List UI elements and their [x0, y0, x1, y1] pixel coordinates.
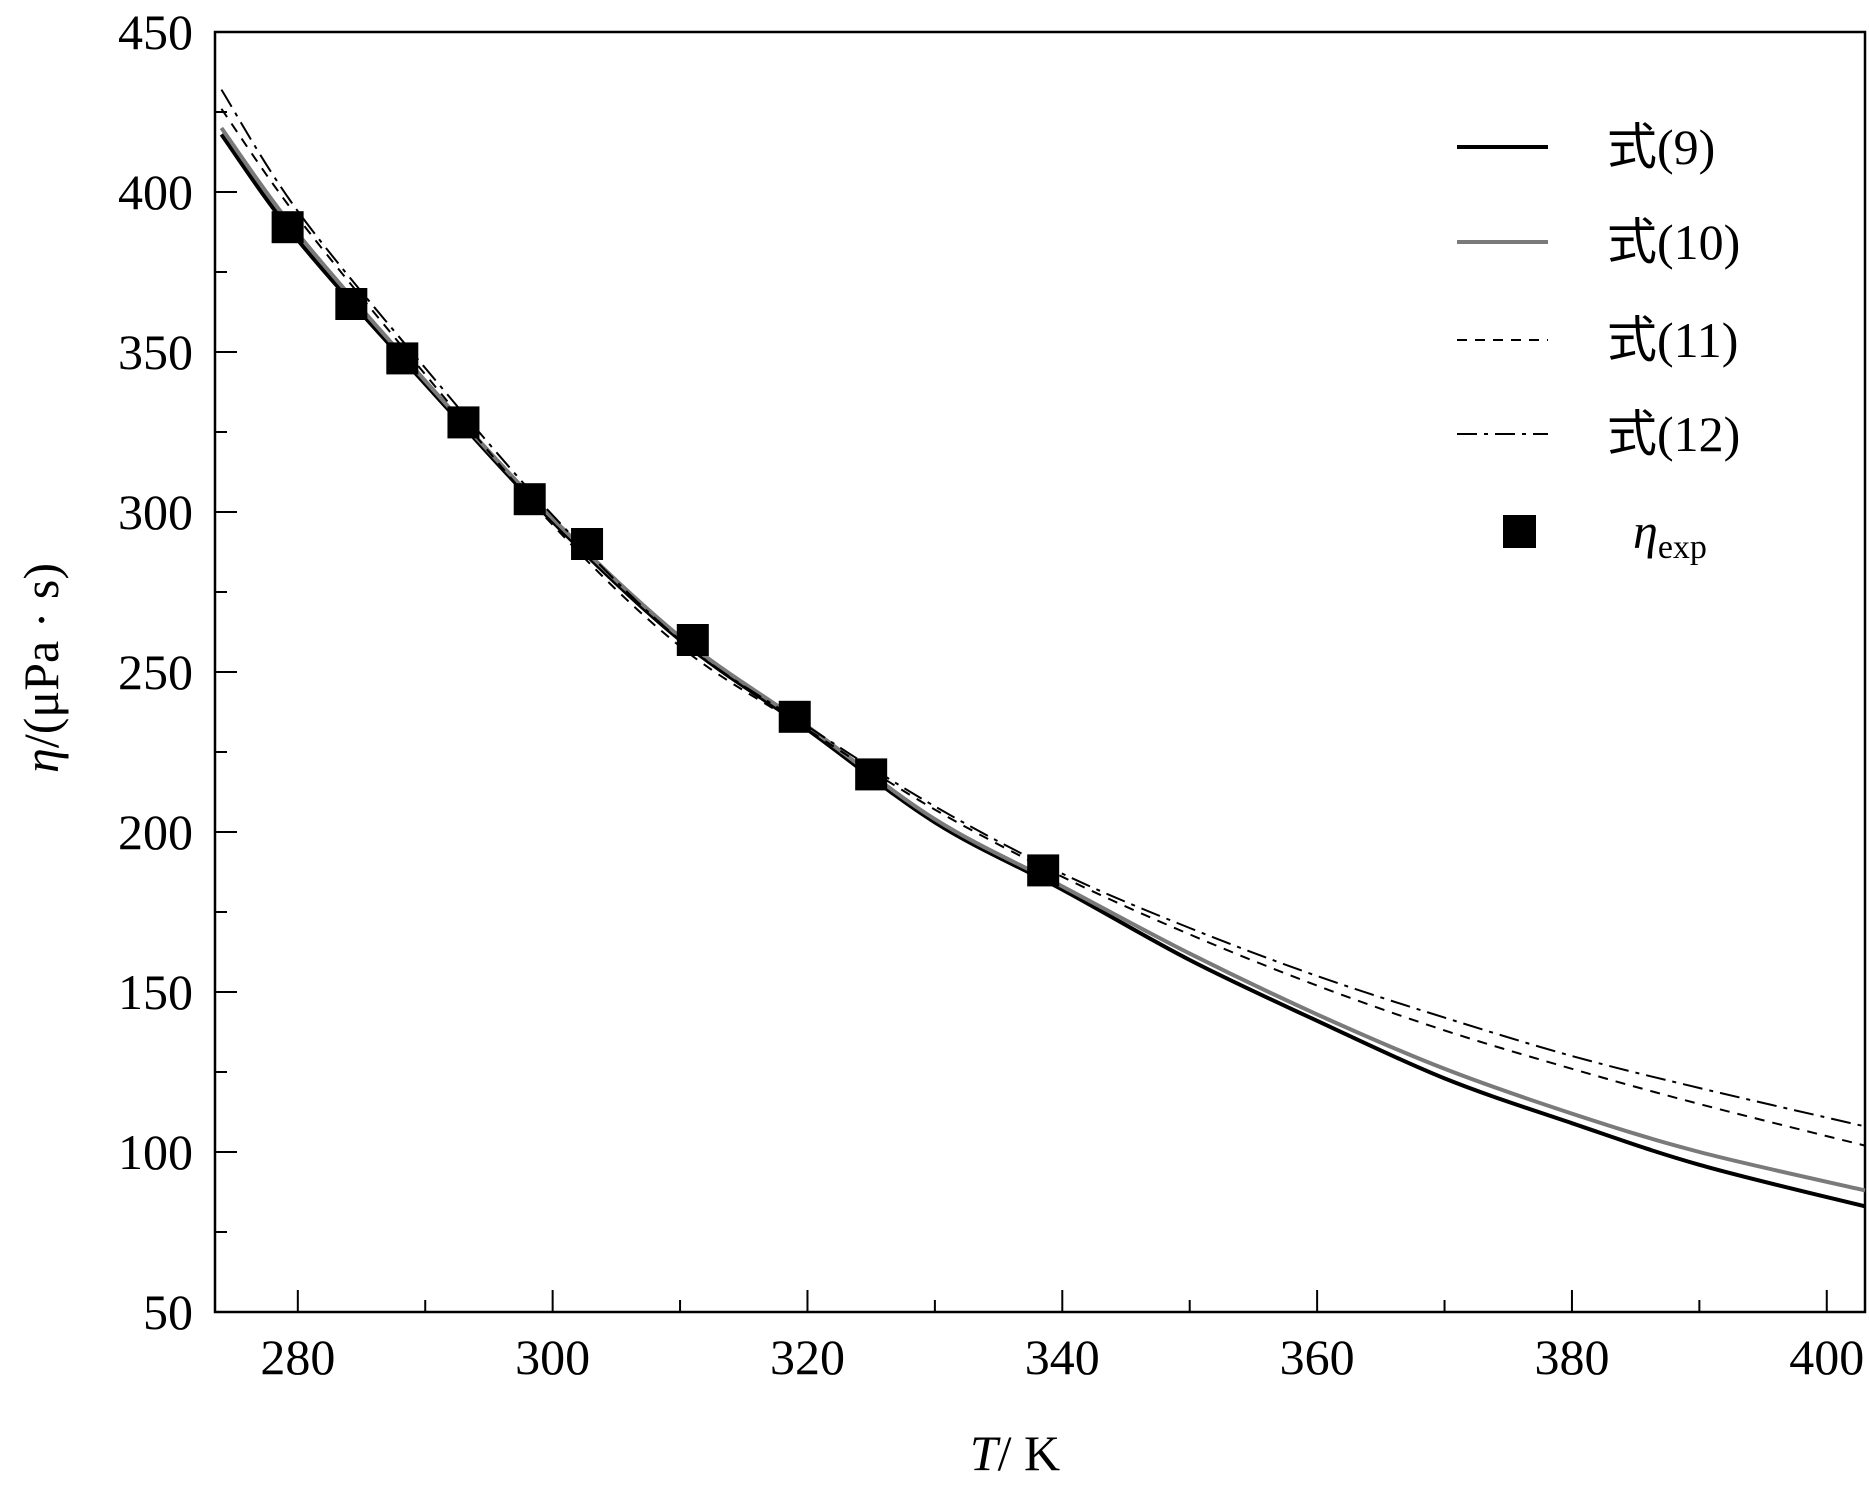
exp-point: [778, 700, 811, 733]
y-tick-label: 450: [118, 4, 193, 60]
legend-label-eq11: 式(11): [1607, 312, 1738, 368]
exp-point: [571, 528, 604, 560]
x-tick-label: 320: [770, 1329, 845, 1385]
legend-label-eq9: 式(9): [1607, 119, 1715, 175]
y-tick-label: 350: [118, 324, 193, 380]
x-tick-label: 280: [260, 1329, 335, 1385]
legend-label-eq10: 式(10): [1607, 214, 1740, 270]
exp-point: [386, 342, 419, 375]
exp-point: [447, 406, 480, 439]
legend-label-eq12: 式(12): [1607, 406, 1740, 462]
exp-point: [855, 758, 888, 791]
exp-point: [1027, 854, 1060, 887]
y-tick-label: 150: [118, 964, 193, 1020]
line-eq11: [220, 108, 1866, 1147]
axes: [213, 30, 1867, 1314]
exp-point: [271, 211, 304, 244]
legend-marker-exp: [1503, 515, 1536, 548]
legend-label-exp: ηexp: [1633, 503, 1707, 566]
exp-point: [513, 483, 546, 516]
x-tick-label: 380: [1534, 1329, 1609, 1385]
y-tick-label: 250: [118, 644, 193, 700]
line-eq12: [220, 89, 1866, 1128]
x-tick-label: 360: [1280, 1329, 1355, 1385]
y-tick-label: 100: [118, 1124, 193, 1180]
tick-labels: 280 300 320 340 360 380 400 50 100 150 200 250 300 35…: [118, 4, 1864, 1385]
series-lines: [219, 89, 1866, 1209]
line-eq10: [219, 126, 1866, 1193]
y-tick-label: 300: [118, 484, 193, 540]
exp-point: [676, 624, 709, 656]
y-tick-label: 200: [118, 804, 193, 860]
y-axis-title: η/(μPa · s): [13, 563, 69, 773]
x-axis-title: T/ K: [970, 1425, 1060, 1481]
y-tick-label: 400: [118, 164, 193, 220]
line-eq9: [219, 133, 1866, 1209]
exp-point: [335, 288, 368, 320]
x-tick-label: 300: [515, 1329, 590, 1385]
y-tick-label: 50: [143, 1284, 193, 1340]
x-tick-label: 400: [1789, 1329, 1864, 1385]
legend: 式(9) 式(10) 式(11) 式(12) ηexp: [1457, 119, 1740, 566]
data-points: [271, 211, 1060, 887]
x-tick-label: 340: [1025, 1329, 1100, 1385]
